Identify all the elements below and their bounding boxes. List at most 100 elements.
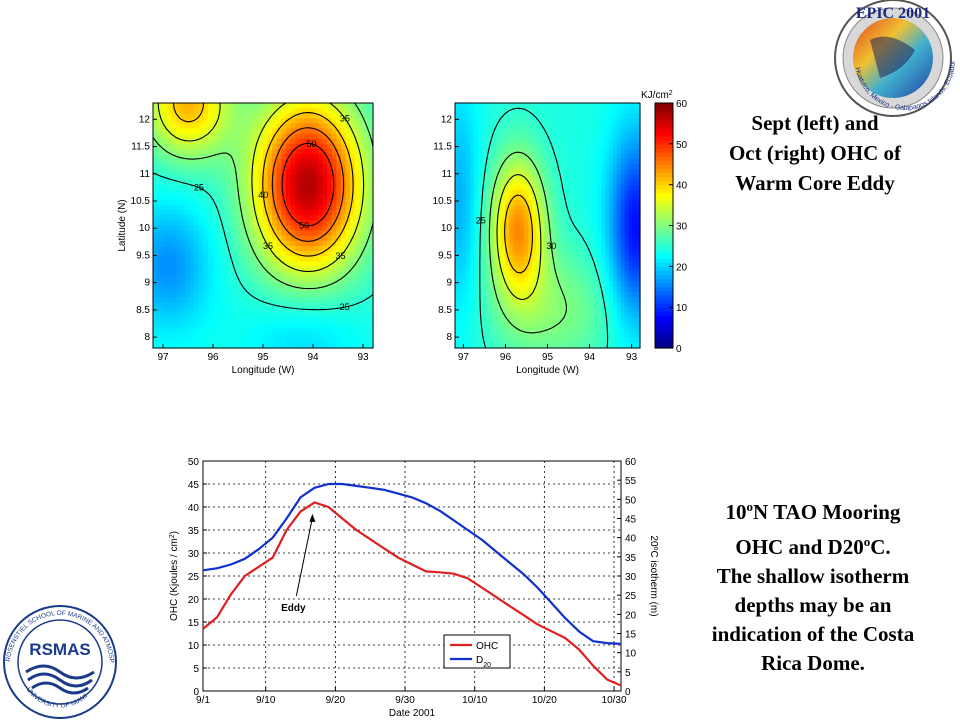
- heatmap-cell: [308, 337, 315, 344]
- heatmap-cell: [226, 317, 232, 324]
- heatmap-cell: [244, 327, 250, 334]
- heatmap-cell: [258, 291, 264, 298]
- heatmap-cell: [624, 184, 630, 191]
- heatmap-cell: [586, 159, 591, 165]
- heatmap-cell: [593, 281, 599, 288]
- heatmap-cell: [551, 327, 556, 334]
- heatmap-cell: [478, 108, 483, 114]
- heatmap-cell: [578, 317, 583, 324]
- heatmap-cell: [551, 133, 556, 140]
- heatmap-cell: [520, 199, 525, 206]
- heatmap-cell: [620, 291, 626, 298]
- heatmap-cell: [258, 281, 264, 288]
- heatmap-cell: [299, 291, 305, 298]
- heatmap-cell: [512, 307, 518, 313]
- heatmap-cell: [290, 230, 296, 237]
- heatmap-cell: [363, 148, 370, 155]
- heatmap-cell: [253, 154, 260, 160]
- heatmap-cell: [354, 342, 360, 349]
- heatmap-cell: [189, 199, 195, 206]
- heatmap-cell: [489, 235, 495, 242]
- heatmap-cell: [350, 337, 356, 344]
- heatmap-cell: [345, 286, 351, 293]
- heatmap-cell: [605, 312, 610, 318]
- heatmap-cell: [508, 133, 514, 140]
- heatmap-cell: [516, 128, 522, 135]
- heatmap-cell: [285, 113, 292, 119]
- heatmap-cell: [628, 154, 633, 160]
- heatmap-cell: [593, 179, 599, 186]
- heatmap-cell: [601, 276, 606, 283]
- heatmap-cell: [578, 138, 583, 145]
- heatmap-cell: [520, 169, 525, 176]
- heatmap-cell: [474, 113, 479, 119]
- heatmap-cell: [221, 302, 227, 308]
- heatmap-cell: [551, 143, 556, 150]
- heatmap-cell: [153, 154, 159, 160]
- heatmap-cell: [578, 225, 583, 232]
- heatmap-cell: [240, 317, 246, 324]
- heatmap-cell: [327, 179, 333, 186]
- heatmap-cell: [308, 302, 315, 308]
- heatmap-cell: [336, 123, 342, 130]
- heatmap-cell: [290, 169, 296, 176]
- heatmap-cell: [632, 210, 637, 216]
- heatmap-cell: [539, 205, 545, 211]
- heatmap-cell: [570, 148, 576, 155]
- heatmap-cell: [267, 159, 273, 165]
- heatmap-cell: [493, 235, 498, 242]
- heatmap-cell: [180, 327, 186, 334]
- heatmap-cell: [466, 281, 472, 288]
- heatmap-cell: [601, 302, 606, 308]
- heatmap-cell: [485, 103, 491, 109]
- heatmap-cell: [327, 276, 333, 283]
- heatmap-cell: [609, 327, 614, 334]
- heatmap-cell: [230, 276, 237, 283]
- heatmap-cell: [589, 266, 595, 273]
- heatmap-cell: [474, 133, 479, 140]
- heatmap-cell: [605, 184, 610, 191]
- heatmap-cell: [578, 322, 583, 329]
- contour-label: 50: [299, 221, 309, 231]
- heatmap-cell: [601, 230, 606, 237]
- heatmap-cell: [462, 291, 468, 298]
- heatmap-cell: [336, 138, 342, 145]
- heatmap-cell: [578, 128, 583, 135]
- heatmap-cell: [322, 179, 328, 186]
- heatmap-cell: [632, 317, 637, 324]
- heatmap-cell: [354, 281, 360, 288]
- heatmap-cell: [474, 215, 479, 221]
- heatmap-cell: [336, 251, 342, 257]
- heatmap-cell: [359, 108, 365, 114]
- heatmap-cell: [539, 245, 545, 252]
- heatmap-cell: [304, 342, 310, 349]
- heatmap-cell: [258, 143, 264, 150]
- contour-label: 35: [336, 251, 346, 261]
- heatmap-cell: [331, 337, 337, 344]
- heatmap-cell: [258, 322, 264, 329]
- heatmap-cell: [505, 138, 510, 145]
- heatmap-cell: [470, 230, 475, 237]
- heatmap-cell: [516, 225, 522, 232]
- heatmap-cell: [516, 261, 522, 267]
- heatmap-cell: [240, 261, 246, 267]
- heatmap-cell: [281, 143, 287, 150]
- heatmap-cell: [628, 215, 633, 221]
- heatmap-cell: [624, 251, 630, 257]
- heatmap-cell: [327, 307, 333, 313]
- heatmap-cell: [235, 312, 241, 318]
- heatmap-cell: [175, 123, 182, 130]
- heatmap-cell: [359, 138, 365, 145]
- heatmap-cell: [235, 245, 241, 252]
- heatmap-cell: [559, 261, 564, 267]
- heatmap-cell: [295, 276, 301, 283]
- heatmap-cell: [605, 179, 610, 186]
- heatmap-cell: [497, 194, 502, 201]
- heatmap-cell: [462, 199, 468, 206]
- heatmap-cell: [613, 189, 618, 196]
- heatmap-cell: [520, 317, 525, 324]
- heatmap-cell: [208, 148, 214, 155]
- heatmap-cell: [153, 322, 159, 329]
- heatmap-cell: [497, 128, 502, 135]
- heatmap-cell: [285, 174, 292, 181]
